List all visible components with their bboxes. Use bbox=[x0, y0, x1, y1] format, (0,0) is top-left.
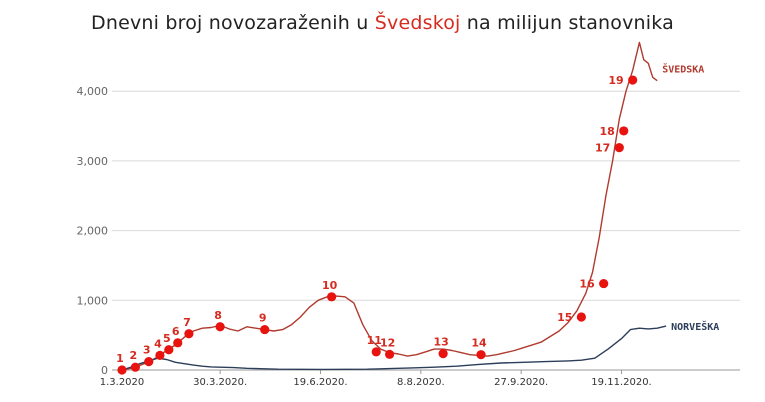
event-marker-label: 15 bbox=[557, 311, 572, 324]
chart-title: Dnevni broj novozaraženih u Švedskoj na … bbox=[0, 12, 765, 34]
event-marker-label: 8 bbox=[214, 309, 222, 322]
event-marker-label: 17 bbox=[595, 142, 610, 155]
series-line-norway bbox=[121, 325, 667, 371]
x-tick-label: 19.11.2020. bbox=[591, 377, 651, 388]
event-marker-label: 18 bbox=[599, 125, 614, 138]
event-marker-14 bbox=[476, 350, 486, 360]
title-part-after: na milijun stanovnika bbox=[460, 12, 674, 34]
event-marker-label: 19 bbox=[608, 74, 623, 87]
event-marker-19 bbox=[628, 75, 638, 85]
y-tick-label: 3,000 bbox=[77, 155, 109, 168]
event-marker-9 bbox=[260, 324, 270, 335]
title-highlight-country: Švedskoj bbox=[374, 12, 461, 34]
x-tick-label: 1.3.2020 bbox=[100, 377, 145, 388]
event-marker-7 bbox=[184, 329, 194, 339]
x-tick-label: 27.9.2020. bbox=[494, 377, 548, 388]
x-tick-label: 30.3.2020. bbox=[193, 377, 247, 388]
event-marker-17 bbox=[614, 143, 624, 153]
event-marker-label: 1 bbox=[116, 352, 124, 365]
event-marker-4 bbox=[155, 350, 165, 360]
x-tick-label: 8.8.2020. bbox=[397, 377, 445, 388]
series-label-sweden: ŠVEDSKA bbox=[662, 63, 704, 76]
x-axis: 1.3.2020 30.3.2020. 19.6.2020. 8.8.2020. 27.… bbox=[100, 369, 740, 388]
event-marker-label: 11 bbox=[367, 334, 382, 347]
event-marker-13 bbox=[438, 349, 448, 359]
y-tick-label: 4,000 bbox=[77, 85, 109, 98]
y-tick-label: 1,000 bbox=[77, 294, 109, 307]
event-marker-11 bbox=[371, 347, 381, 357]
y-axis-ticks: 0 1,000 2,000 3,000 4,000 bbox=[77, 85, 109, 377]
event-marker-label: 13 bbox=[433, 336, 448, 349]
event-marker-label: 9 bbox=[259, 312, 267, 325]
event-marker-label: 6 bbox=[172, 325, 180, 338]
event-marker-label: 4 bbox=[154, 337, 162, 350]
event-marker-8 bbox=[215, 322, 225, 332]
x-tick-label: 19.6.2020. bbox=[293, 377, 347, 388]
gridlines bbox=[112, 90, 740, 301]
event-marker-6 bbox=[173, 338, 183, 348]
event-marker-1 bbox=[117, 365, 127, 375]
event-marker-2 bbox=[130, 362, 140, 372]
y-tick-label: 0 bbox=[101, 364, 108, 377]
y-tick-label: 2,000 bbox=[77, 225, 109, 238]
event-marker-label: 7 bbox=[183, 316, 191, 329]
series-labels: ŠVEDSKA NORVEŠKA bbox=[662, 63, 719, 333]
event-marker-12 bbox=[385, 349, 395, 359]
event-marker-label: 12 bbox=[380, 336, 395, 349]
event-marker-5 bbox=[164, 345, 174, 355]
event-marker-label: 10 bbox=[322, 279, 338, 292]
event-marker-label: 16 bbox=[579, 278, 595, 291]
event-marker-18 bbox=[619, 126, 629, 136]
event-marker-label: 14 bbox=[471, 337, 487, 350]
event-marker-3 bbox=[144, 357, 154, 367]
event-marker-label: 5 bbox=[163, 332, 171, 345]
event-marker-16 bbox=[599, 278, 609, 289]
title-part-before: Dnevni broj novozaraženih u bbox=[91, 12, 375, 34]
series-label-norway: NORVEŠKA bbox=[671, 320, 719, 333]
event-marker-15 bbox=[576, 312, 586, 322]
event-marker-label: 3 bbox=[143, 344, 151, 357]
event-marker-label: 2 bbox=[130, 349, 138, 362]
event-marker-10 bbox=[327, 292, 337, 302]
